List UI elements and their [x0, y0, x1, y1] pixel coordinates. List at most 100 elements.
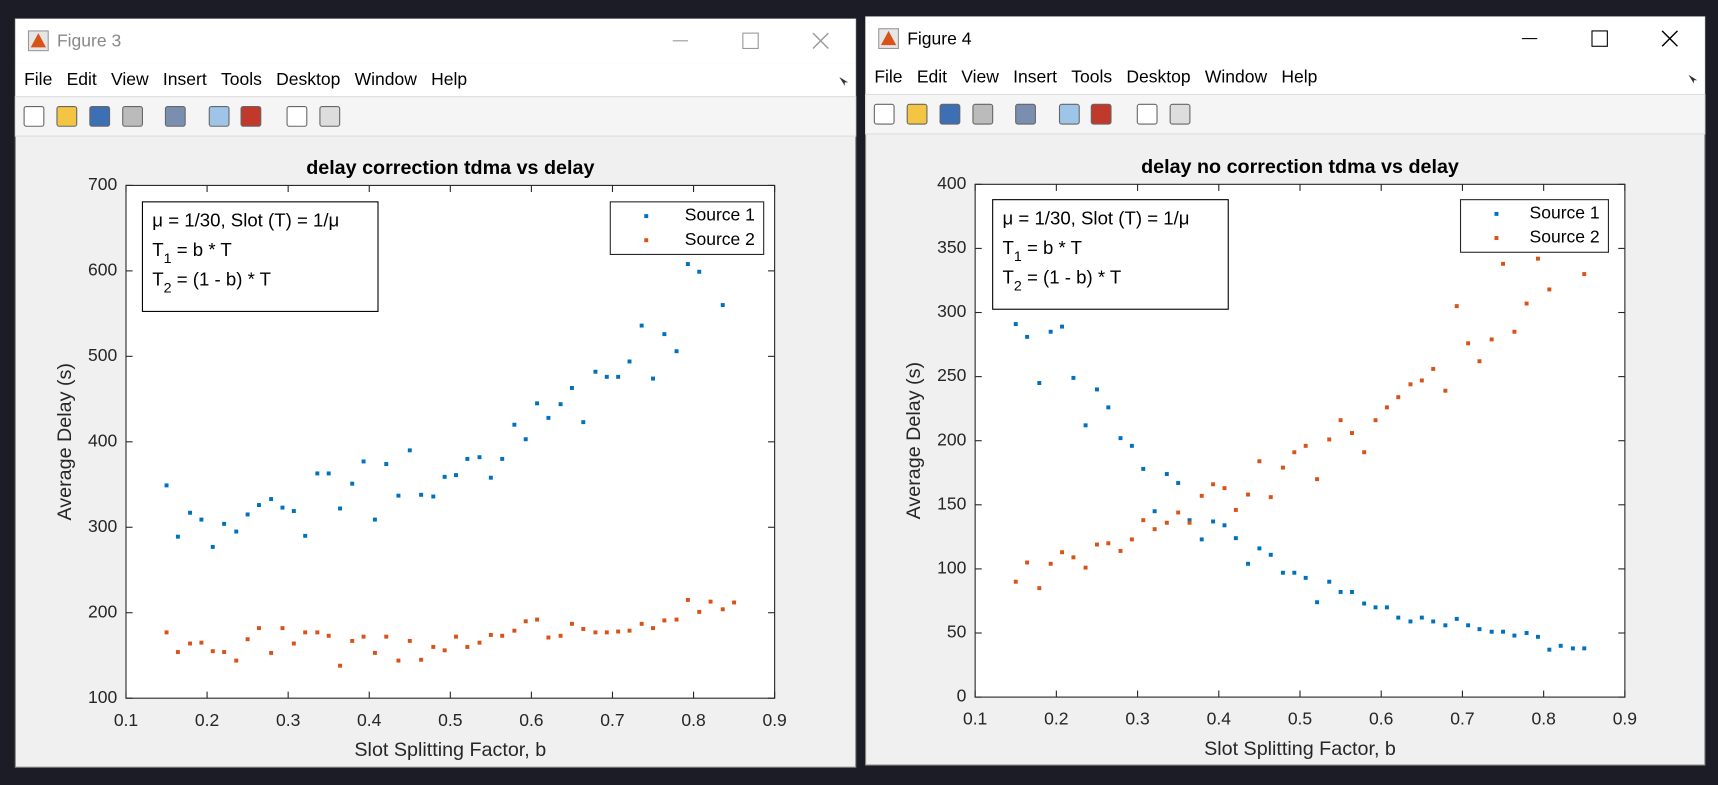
- data-point: [280, 626, 285, 631]
- data-point: [1106, 541, 1111, 546]
- data-point: [685, 597, 690, 602]
- data-point: [1582, 646, 1587, 651]
- window-title: Figure 3: [57, 31, 121, 51]
- data-point: [175, 650, 180, 655]
- data-point: [1501, 261, 1506, 266]
- data-point: [419, 657, 424, 662]
- toolbar-button[interactable]: [1169, 103, 1191, 125]
- data-point: [1211, 519, 1216, 524]
- x-tick-label: 0.8: [1531, 709, 1555, 729]
- data-point: [697, 609, 702, 614]
- menu-item[interactable]: Help: [1281, 67, 1317, 87]
- y-tick-label: 600: [88, 260, 117, 280]
- data-point: [1338, 590, 1343, 594]
- menu-item[interactable]: Window: [1205, 67, 1268, 87]
- data-point: [210, 544, 215, 549]
- x-tick-label: 0.8: [681, 710, 705, 730]
- menu-item[interactable]: Tools: [221, 69, 262, 89]
- toolbar-button[interactable]: [906, 103, 928, 125]
- menu-item[interactable]: Window: [355, 69, 418, 89]
- data-point: [477, 455, 482, 460]
- menu-item[interactable]: Edit: [67, 69, 97, 89]
- maximize-button[interactable]: [742, 32, 759, 50]
- toolbar-button[interactable]: [319, 105, 341, 127]
- x-tick-label: 0.3: [276, 710, 300, 730]
- x-tick-label: 0.4: [1207, 709, 1232, 729]
- data-point: [1396, 395, 1401, 400]
- data-point: [1396, 615, 1401, 620]
- x-tick-label: 0.2: [195, 710, 219, 730]
- annotation-text: 2: [1014, 278, 1022, 294]
- data-point: [245, 512, 250, 517]
- toolbar-button[interactable]: [208, 105, 230, 127]
- data-point: [442, 474, 447, 479]
- data-point: [1211, 482, 1216, 487]
- toolbar-button[interactable]: [873, 103, 895, 125]
- menu-item[interactable]: Edit: [917, 67, 947, 87]
- data-point: [1338, 418, 1343, 423]
- menu-item[interactable]: Insert: [163, 69, 207, 89]
- menu-item[interactable]: File: [24, 69, 52, 89]
- toolbar-button[interactable]: [286, 105, 308, 127]
- x-tick-label: 0.1: [963, 709, 987, 729]
- data-point: [1570, 646, 1575, 651]
- data-point: [350, 481, 355, 486]
- toolbar-button[interactable]: [240, 105, 262, 127]
- data-point: [1384, 605, 1389, 610]
- data-point: [500, 456, 505, 461]
- menu-item[interactable]: View: [111, 69, 149, 89]
- menu-item[interactable]: Tools: [1071, 67, 1112, 87]
- data-point: [1489, 629, 1494, 634]
- toolbar-button[interactable]: [1015, 103, 1036, 125]
- x-tick-label: 0.6: [1369, 709, 1393, 729]
- data-point: [1257, 459, 1262, 464]
- data-point: [512, 422, 517, 427]
- toolbar-button[interactable]: [89, 105, 111, 127]
- toolbar-button[interactable]: [1136, 103, 1158, 125]
- annotation-text: μ = 1/30, Slot (T) = 1/μ: [152, 209, 339, 230]
- legend-label: Source 2: [685, 229, 755, 249]
- toolbar-button[interactable]: [164, 105, 186, 127]
- toolbar-button[interactable]: [1058, 103, 1080, 125]
- menu-bar: [865, 61, 1705, 95]
- y-tick-label: 350: [937, 237, 966, 257]
- menu-item[interactable]: Desktop: [1126, 67, 1190, 87]
- toolbar-button[interactable]: [939, 103, 961, 125]
- close-button[interactable]: [1661, 30, 1678, 47]
- toolbar-button[interactable]: [56, 105, 78, 127]
- toolbar-button[interactable]: [1090, 103, 1112, 125]
- toolbar-button[interactable]: [23, 105, 45, 127]
- data-point: [1129, 537, 1134, 542]
- data-point: [1292, 450, 1297, 455]
- x-tick-label: 0.3: [1125, 709, 1149, 729]
- data-point: [1350, 590, 1354, 594]
- menu-item[interactable]: Help: [431, 69, 467, 89]
- data-point: [326, 471, 331, 476]
- y-tick-label: 150: [937, 493, 966, 513]
- data-point: [1466, 341, 1471, 346]
- data-point: [720, 303, 725, 308]
- data-point: [1199, 493, 1204, 498]
- toolbar-button[interactable]: [972, 103, 994, 125]
- data-point: [1233, 536, 1238, 541]
- data-point: [454, 634, 458, 639]
- close-button[interactable]: [812, 32, 829, 49]
- data-point: [338, 663, 343, 668]
- data-point: [569, 385, 574, 390]
- legend-marker: [1494, 211, 1499, 216]
- data-point: [1558, 643, 1563, 648]
- menu-item[interactable]: View: [961, 67, 999, 87]
- data-point: [616, 629, 621, 634]
- data-point: [1025, 560, 1030, 565]
- maximize-button[interactable]: [1591, 30, 1608, 47]
- menu-item[interactable]: Desktop: [276, 69, 340, 89]
- menu-item[interactable]: File: [874, 67, 902, 87]
- data-point: [175, 534, 180, 539]
- annotation-text: T: [1003, 266, 1014, 287]
- toolbar-button[interactable]: [122, 105, 143, 127]
- annotation-text: 2: [164, 281, 172, 297]
- legend-box: [609, 201, 765, 255]
- menu-item[interactable]: Insert: [1013, 67, 1057, 87]
- data-point: [1477, 627, 1482, 632]
